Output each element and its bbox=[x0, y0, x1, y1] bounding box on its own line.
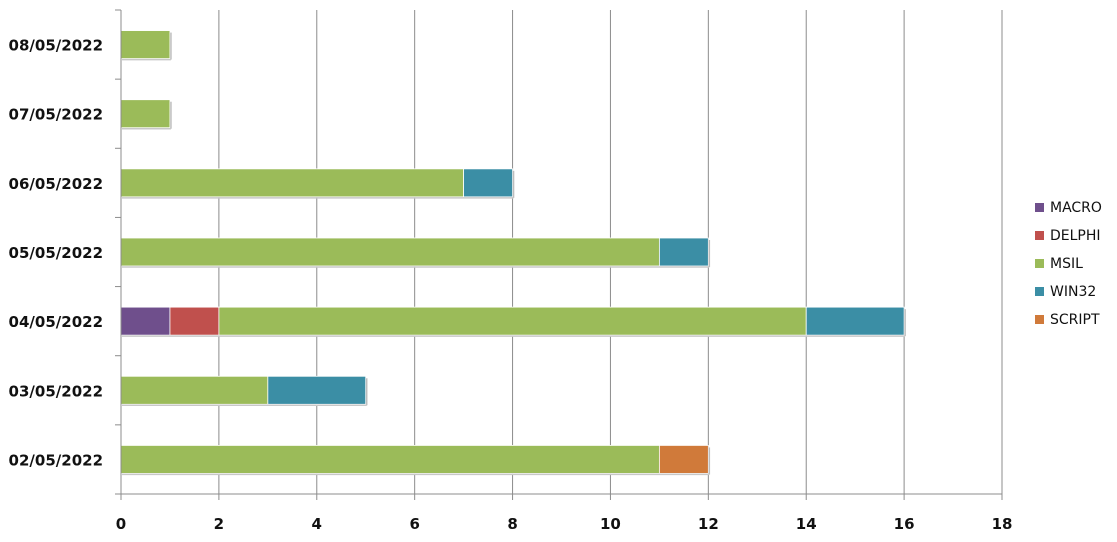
category-label: 08/05/2022 bbox=[9, 37, 103, 55]
x-tick-label: 4 bbox=[312, 515, 322, 533]
bar-macro-04/05/2022 bbox=[120, 306, 171, 336]
legend-swatch-win32 bbox=[1035, 287, 1044, 296]
category-label: 06/05/2022 bbox=[9, 175, 103, 193]
x-tick-label: 18 bbox=[992, 515, 1013, 533]
category-label: 02/05/2022 bbox=[9, 451, 103, 469]
legend-swatch-delphi bbox=[1035, 231, 1044, 240]
category-labels: 02/05/2022 03/05/2022 04/05/2022 05/05/2022… bbox=[9, 37, 103, 470]
bar-delphi-04/05/2022 bbox=[169, 306, 220, 336]
category-label: 07/05/2022 bbox=[9, 106, 103, 124]
legend: MACRO DELPHI MSIL WIN32 SCRIPT bbox=[1035, 200, 1102, 328]
x-tick-label: 14 bbox=[796, 515, 817, 533]
bar-msil-05/05/2022 bbox=[120, 237, 660, 267]
legend-label-delphi: DELPHI bbox=[1050, 228, 1101, 244]
legend-label-script: SCRIPT bbox=[1050, 312, 1100, 328]
x-tick-label: 16 bbox=[894, 515, 915, 533]
x-tick-label: 10 bbox=[600, 515, 621, 533]
bar-win32-04/05/2022 bbox=[805, 306, 905, 336]
x-tick-label: 12 bbox=[698, 515, 719, 533]
bar-msil-03/05/2022 bbox=[120, 375, 269, 405]
x-tick-label: 2 bbox=[214, 515, 224, 533]
legend-swatch-script bbox=[1035, 315, 1044, 324]
x-tick-label: 0 bbox=[116, 515, 126, 533]
bar-win32-03/05/2022 bbox=[267, 375, 367, 405]
x-tick-label: 8 bbox=[507, 515, 517, 533]
x-tick-label: 6 bbox=[409, 515, 419, 533]
legend-label-win32: WIN32 bbox=[1050, 284, 1096, 300]
bar-win32-06/05/2022 bbox=[463, 168, 513, 198]
bar-win32-05/05/2022 bbox=[658, 237, 709, 267]
bar-msil-08/05/2022 bbox=[120, 30, 171, 59]
bar-msil-06/05/2022 bbox=[120, 168, 465, 198]
bar-msil-02/05/2022 bbox=[120, 445, 660, 474]
category-label: 04/05/2022 bbox=[9, 313, 103, 331]
bar-msil-07/05/2022 bbox=[120, 99, 171, 129]
axes bbox=[115, 9, 1003, 500]
legend-label-msil: MSIL bbox=[1050, 256, 1083, 272]
x-tick-labels: 0 2 4 6 8 10 12 14 16 18 bbox=[116, 515, 1013, 533]
category-label: 05/05/2022 bbox=[9, 244, 103, 262]
legend-swatch-macro bbox=[1035, 203, 1044, 212]
bar-script-02/05/2022 bbox=[658, 445, 709, 474]
category-label: 03/05/2022 bbox=[9, 382, 103, 400]
bar-msil-04/05/2022 bbox=[218, 306, 807, 336]
legend-swatch-msil bbox=[1035, 259, 1044, 268]
legend-label-macro: MACRO bbox=[1050, 200, 1102, 216]
